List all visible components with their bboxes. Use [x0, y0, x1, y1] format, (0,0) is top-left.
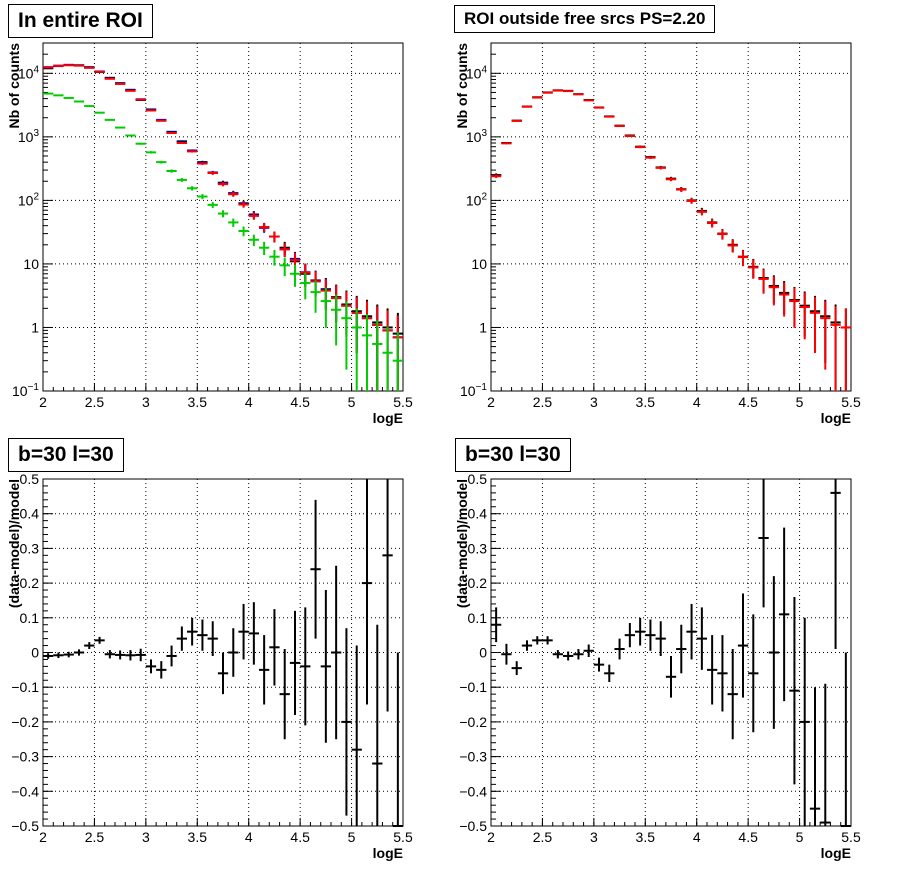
x-tick-label: 2.5 — [85, 829, 105, 845]
y-tick-label: 0.5 — [468, 471, 488, 487]
y-tick-label: 103 — [18, 128, 40, 145]
series-4 — [43, 92, 403, 391]
x-tick-label: 2 — [487, 829, 495, 845]
y-tick-label: 0 — [479, 645, 487, 661]
y-tick-label: 103 — [466, 128, 488, 145]
x-tick-label: 3.5 — [188, 829, 208, 845]
x-tick-label: 3 — [142, 829, 150, 845]
y-tick-label: 0.4 — [468, 506, 488, 522]
y-tick-label: −0.1 — [459, 679, 487, 695]
y-tick-label: 10 — [471, 256, 487, 272]
panel-title-residuals-left: b=30 l=30 — [8, 438, 124, 472]
y-tick-label: 0.2 — [20, 575, 40, 591]
x-tick-label: 3.5 — [636, 394, 656, 410]
x-axis-label: logE — [821, 410, 851, 426]
y-axis-label: (data-model)/model — [6, 479, 22, 608]
panel-title-outside-free-srcs: ROI outside free srcs PS=2.20 — [454, 5, 716, 33]
plot-frame — [42, 42, 404, 392]
x-tick-label: 2 — [39, 829, 47, 845]
x-tick-label: 5 — [796, 829, 804, 845]
y-axis-label: Nb of counts — [6, 43, 22, 129]
y-tick-label: −0.3 — [459, 749, 487, 765]
chart-panel-1: 2 2.5 3 3.5 4 4.5 5 5.5 10−1 1 10 102 103 104 logE Nb o… — [6, 42, 413, 426]
x-tick-label: 2 — [39, 394, 47, 410]
y-tick-label: −0.3 — [11, 749, 39, 765]
x-tick-label: 2.5 — [85, 394, 105, 410]
y-tick-label: 10 — [23, 256, 39, 272]
y-tick-label: 0.5 — [20, 471, 40, 487]
series-1 — [491, 479, 851, 827]
y-tick-label: −0.2 — [11, 714, 39, 730]
x-tick-label: 4.5 — [290, 829, 310, 845]
x-tick-label: 5.5 — [393, 394, 413, 410]
x-tick-label: 2 — [487, 394, 495, 410]
x-tick-label: 5 — [348, 394, 356, 410]
y-tick-label: 102 — [466, 191, 488, 208]
y-tick-label: −0.2 — [459, 714, 487, 730]
x-tick-label: 4 — [693, 829, 701, 845]
plot-frame — [42, 478, 404, 827]
x-tick-label: 4 — [693, 394, 701, 410]
x-tick-label: 5 — [796, 394, 804, 410]
x-tick-label: 4.5 — [290, 394, 310, 410]
y-tick-label: 0.3 — [20, 540, 40, 556]
x-tick-label: 4.5 — [738, 829, 758, 845]
chart-panel-2: 2 2.5 3 3.5 4 4.5 5 5.5 10−1 1 10 102 103 104 logE Nb o… — [454, 42, 861, 426]
plot-frame — [490, 42, 852, 392]
x-axis-label: logE — [373, 410, 403, 426]
plot-frame — [490, 478, 852, 827]
x-tick-label: 3 — [142, 394, 150, 410]
y-tick-label: 0.1 — [468, 610, 488, 626]
x-tick-label: 3 — [590, 829, 598, 845]
y-tick-label: −0.4 — [11, 783, 39, 799]
x-tick-label: 5.5 — [393, 829, 413, 845]
y-tick-label: 102 — [18, 191, 40, 208]
y-axis-label: Nb of counts — [454, 43, 470, 129]
y-tick-label: 0 — [31, 645, 39, 661]
y-tick-label: 0.1 — [20, 610, 40, 626]
y-tick-label: 0.3 — [468, 540, 488, 556]
y-tick-label: −0.5 — [459, 818, 487, 834]
x-tick-label: 4 — [245, 829, 253, 845]
y-tick-label: 1 — [479, 319, 487, 335]
x-tick-label: 4.5 — [738, 394, 758, 410]
x-tick-label: 2.5 — [533, 394, 553, 410]
x-tick-label: 5 — [348, 829, 356, 845]
x-tick-label: 3 — [590, 394, 598, 410]
x-tick-label: 3.5 — [188, 394, 208, 410]
x-tick-label: 3.5 — [636, 829, 656, 845]
x-axis-label: logE — [821, 845, 851, 861]
x-tick-label: 5.5 — [841, 394, 861, 410]
x-tick-label: 5.5 — [841, 829, 861, 845]
y-tick-label: 0.2 — [468, 575, 488, 591]
chart-panel-3: 2 2.5 3 3.5 4 4.5 5 5.5 −0.5 −0.4 −0.3 −0.2 −0.1 0 0.1… — [6, 471, 413, 861]
panel-title-entire-roi: In entire ROI — [8, 4, 153, 38]
plot-area — [491, 43, 851, 391]
y-tick-label: 0.4 — [20, 506, 40, 522]
series-2 — [491, 89, 851, 391]
y-tick-label: −0.4 — [459, 783, 487, 799]
y-axis-label: (data-model)/model — [454, 479, 470, 608]
y-tick-label: −0.1 — [11, 679, 39, 695]
y-tick-label: 10−1 — [12, 382, 39, 399]
y-tick-label: 104 — [18, 64, 40, 81]
y-tick-label: −0.5 — [11, 818, 39, 834]
x-tick-label: 2.5 — [533, 829, 553, 845]
chart-panel-4: 2 2.5 3 3.5 4 4.5 5 5.5 −0.5 −0.4 −0.3 −0.2 −0.1 0 0.1… — [454, 471, 861, 861]
y-tick-label: 1 — [31, 319, 39, 335]
series-1 — [43, 479, 403, 827]
panel-title-residuals-right: b=30 l=30 — [455, 438, 571, 472]
x-tick-label: 4 — [245, 394, 253, 410]
y-tick-label: 104 — [466, 64, 488, 81]
y-tick-label: 10−1 — [460, 382, 487, 399]
x-axis-label: logE — [373, 845, 403, 861]
